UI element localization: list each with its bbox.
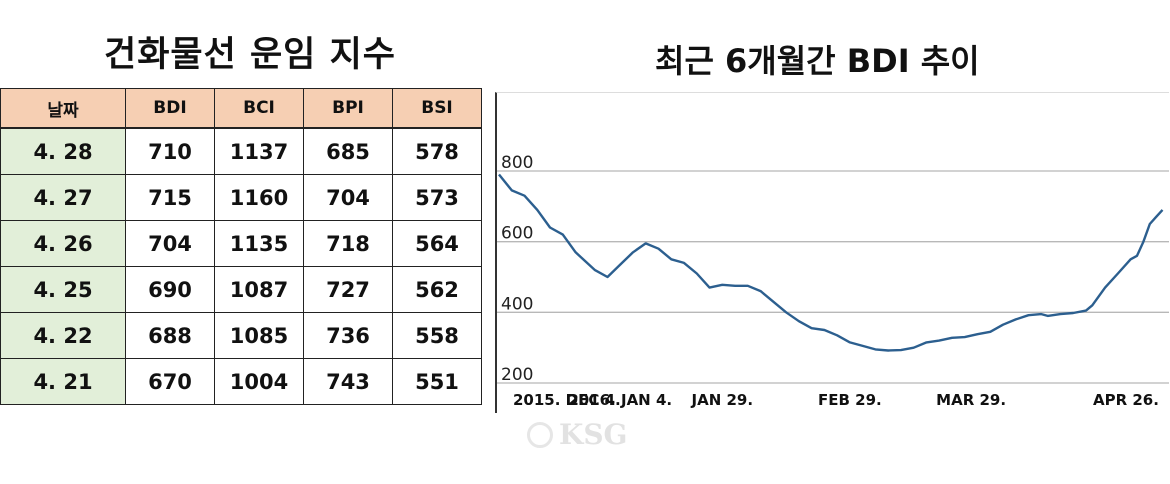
cell-date: 4. 26 xyxy=(0,220,126,267)
cell-bdi: 715 xyxy=(125,174,215,221)
table-row: 4. 21 670 1004 743 551 xyxy=(0,358,482,405)
cell-bci: 1087 xyxy=(214,266,304,313)
x-tick-label: 2015. DEC 4. xyxy=(513,391,621,409)
cell-bci: 1085 xyxy=(214,312,304,359)
cell-bdi: 690 xyxy=(125,266,215,313)
cell-bci: 1160 xyxy=(214,174,304,221)
cell-bsi: 578 xyxy=(392,127,482,175)
table-row: 4. 26 704 1135 718 564 xyxy=(0,220,482,267)
cell-bpi: 685 xyxy=(303,127,393,175)
cell-date: 4. 28 xyxy=(0,127,126,175)
ksg-seal-icon xyxy=(527,421,553,448)
y-tick-label: 400 xyxy=(501,294,533,314)
bdi-line-chart: 200 400 600 800 2015. DEC 4. 2016. JAN 4. JAN … xyxy=(495,92,1169,413)
cell-bci: 1137 xyxy=(214,127,304,175)
header-bpi: BPI xyxy=(303,88,393,129)
cell-date: 4. 25 xyxy=(0,266,126,313)
table-row: 4. 27 715 1160 704 573 xyxy=(0,174,482,221)
cell-bpi: 727 xyxy=(303,266,393,313)
cell-bsi: 551 xyxy=(392,358,482,405)
table-header-row: 날짜 BDI BCI BPI BSI xyxy=(0,88,482,129)
x-tick-label: JAN 29. xyxy=(691,391,754,409)
cell-bpi: 718 xyxy=(303,220,393,267)
cell-bsi: 564 xyxy=(392,220,482,267)
cell-bci: 1135 xyxy=(214,220,304,267)
cell-bpi: 743 xyxy=(303,358,393,405)
y-tick-label: 800 xyxy=(501,153,533,173)
cell-bdi: 670 xyxy=(125,358,215,405)
cell-date: 4. 22 xyxy=(0,312,126,359)
cell-bdi: 704 xyxy=(125,220,215,267)
header-bci: BCI xyxy=(214,88,304,129)
table-row: 4. 28 710 1137 685 578 xyxy=(0,127,482,175)
cell-bpi: 736 xyxy=(303,312,393,359)
x-tick-label: 2016. JAN 4. xyxy=(568,391,672,409)
table-row: 4. 25 690 1087 727 562 xyxy=(0,266,482,313)
x-tick-label: APR 26. xyxy=(1093,391,1159,409)
bdi-series-line xyxy=(498,173,1164,352)
cell-bsi: 573 xyxy=(392,174,482,221)
y-tick-label: 600 xyxy=(501,224,533,244)
ksg-watermark: KSG xyxy=(527,418,627,451)
table-row: 4. 22 688 1085 736 558 xyxy=(0,312,482,359)
table-title: 건화물선 운임 지수 xyxy=(104,35,396,75)
cell-bsi: 558 xyxy=(392,312,482,359)
header-bsi: BSI xyxy=(392,88,482,129)
header-date: 날짜 xyxy=(0,88,126,129)
cell-date: 4. 21 xyxy=(0,358,126,405)
cell-bpi: 704 xyxy=(303,174,393,221)
cell-bsi: 562 xyxy=(392,266,482,313)
freight-index-table: 날짜 BDI BCI BPI BSI 4. 28 710 1137 685 57… xyxy=(0,88,482,405)
cell-bci: 1004 xyxy=(214,358,304,405)
x-tick-label: FEB 29. xyxy=(818,391,882,409)
cell-date: 4. 27 xyxy=(0,174,126,221)
y-tick-label: 200 xyxy=(501,365,533,385)
chart-title: 최근 6개월간 BDI 추이 xyxy=(655,42,980,80)
x-tick-label: MAR 29. xyxy=(936,391,1006,409)
cell-bdi: 688 xyxy=(125,312,215,359)
chart-canvas: 200 400 600 800 2015. DEC 4.2016. JAN 4. JAN … xyxy=(497,153,1169,409)
watermark-text: KSG xyxy=(559,418,628,451)
header-bdi: BDI xyxy=(125,88,215,129)
cell-bdi: 710 xyxy=(125,127,215,175)
